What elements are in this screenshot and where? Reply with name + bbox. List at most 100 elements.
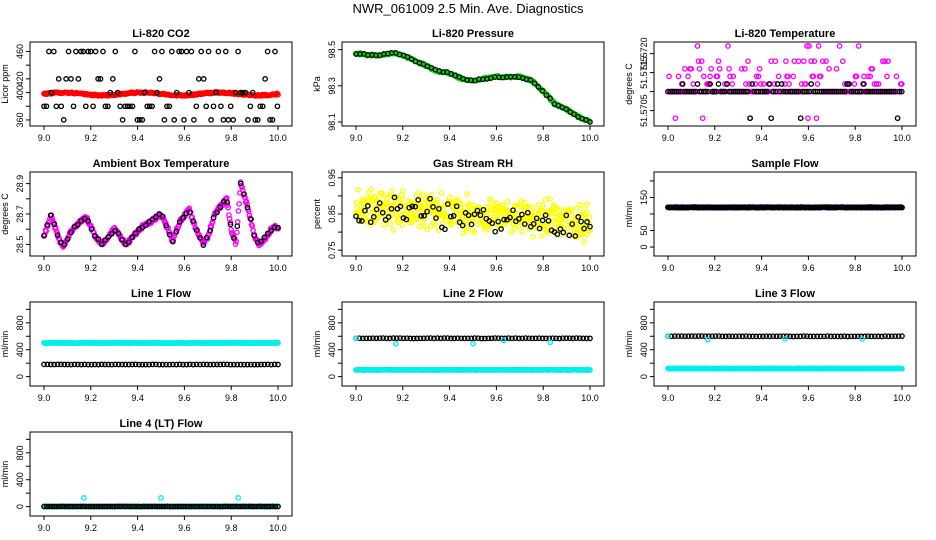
data-point-diagnostic — [200, 361, 207, 368]
data-point-diagnostic — [817, 333, 824, 340]
data-point-average — [865, 73, 871, 80]
data-point-diagnostic — [186, 361, 193, 368]
data-point-diagnostic — [214, 209, 220, 216]
data-point-diagnostic — [507, 214, 513, 221]
data-point-diagnostic — [573, 335, 580, 341]
data-point-average — [415, 189, 422, 196]
data-point-diagnostic — [95, 236, 102, 243]
data-point-average — [808, 58, 815, 65]
data-point-diagnostic — [851, 333, 858, 340]
data-point-diagnostic — [373, 335, 380, 342]
data-point-diagnostic — [560, 229, 567, 236]
data-point-average — [785, 73, 791, 80]
data-point-diagnostic — [138, 503, 145, 510]
data-point-diagnostic — [102, 237, 108, 243]
data-point-diagnostic — [49, 503, 55, 510]
x-tick-label: 9.2 — [709, 263, 722, 273]
data-point-diagnostic — [763, 333, 770, 340]
data-point-diagnostic — [142, 222, 149, 229]
data-point-diagnostic — [58, 103, 65, 110]
data-point-average — [495, 212, 502, 219]
data-point-diagnostic — [430, 204, 436, 210]
data-point-diagnostic — [68, 229, 74, 236]
data-point-diagnostic — [235, 48, 241, 55]
data-point-average — [729, 81, 736, 87]
data-point-diagnostic — [153, 214, 159, 220]
data-point-diagnostic — [80, 503, 87, 510]
data-point-diagnostic — [61, 241, 68, 248]
data-point-diagnostic — [433, 215, 439, 221]
data-point-diagnostic — [861, 81, 867, 87]
data-point-diagnostic — [393, 335, 400, 342]
data-point-diagnostic — [453, 203, 460, 210]
data-point-diagnostic — [242, 89, 249, 96]
data-point-diagnostic — [234, 223, 241, 230]
data-point-diagnostic — [444, 201, 451, 207]
data-point-diagnostic — [488, 335, 495, 342]
data-point-diagnostic — [133, 503, 139, 510]
x-tick-label: 9.6 — [802, 263, 815, 273]
data-point-diagnostic — [509, 335, 515, 342]
data-point-diagnostic — [218, 103, 224, 110]
data-point-diagnostic — [154, 503, 160, 510]
data-point-diagnostic — [176, 219, 183, 225]
data-point-diagnostic — [210, 103, 217, 110]
data-point-diagnostic — [75, 221, 81, 228]
data-point-diagnostic — [736, 333, 743, 340]
chart-panel-1: Li-820 CO2 Licor ppm 9.0 9.2 9.4 9.6 9.8 10.0 36… — [0, 28, 293, 143]
data-point-diagnostic — [268, 227, 275, 234]
data-point-diagnostic — [790, 333, 797, 340]
data-point-diagnostic — [773, 333, 780, 340]
data-point-diagnostic — [172, 503, 179, 510]
data-point-average — [810, 73, 817, 80]
data-point-diagnostic — [115, 361, 122, 368]
data-point-diagnostic — [148, 503, 155, 510]
chart-panel-7: Line 1 Flow ml/min 9.0 9.2 9.4 9.6 9.8 10.0 0 400… — [0, 288, 293, 403]
data-point-diagnostic — [173, 361, 180, 368]
data-point-diagnostic — [407, 335, 414, 342]
data-point-diagnostic — [793, 88, 800, 95]
data-point-diagnostic — [359, 335, 366, 342]
data-point-diagnostic — [254, 117, 261, 123]
data-point-diagnostic — [804, 88, 810, 95]
chart-panel-9: Line 3 Flow ml/min 9.0 9.2 9.4 9.6 9.8 10.0 0 400… — [624, 288, 917, 403]
data-point-diagnostic — [262, 503, 268, 510]
data-point-average — [771, 81, 778, 87]
data-point-diagnostic — [418, 213, 425, 219]
data-point-diagnostic — [719, 88, 726, 95]
data-point-diagnostic — [403, 216, 410, 223]
data-point-diagnostic — [108, 230, 115, 237]
data-point-diagnostic — [114, 503, 121, 510]
data-point-diagnostic — [217, 361, 224, 368]
data-point-diagnostic — [193, 227, 200, 234]
data-point-diagnostic — [193, 361, 200, 368]
data-point-diagnostic — [709, 333, 715, 340]
data-point-average — [413, 216, 420, 223]
data-point-average — [672, 115, 679, 122]
data-point-diagnostic — [151, 503, 158, 510]
plot-frame — [653, 171, 917, 257]
data-point-average — [435, 227, 442, 234]
data-point-diagnostic — [64, 361, 71, 368]
data-point-diagnostic — [88, 361, 95, 368]
x-tick-label: 10.0 — [893, 393, 911, 403]
data-point-diagnostic — [135, 503, 142, 510]
data-point-average — [696, 65, 703, 72]
y-axis-label: ml/min — [624, 331, 634, 358]
data-point-diagnostic — [549, 335, 556, 342]
data-point-diagnostic — [254, 239, 261, 246]
data-point-average — [805, 115, 811, 122]
data-point-diagnostic — [267, 503, 273, 510]
x-tick-label: 9.0 — [662, 133, 675, 143]
data-point-diagnostic — [208, 117, 214, 123]
data-point-diagnostic — [363, 335, 370, 342]
data-point-diagnostic — [156, 76, 163, 82]
data-point-diagnostic — [183, 361, 190, 368]
data-point-diagnostic — [219, 503, 226, 510]
data-point-average — [573, 205, 580, 212]
data-point-diagnostic — [185, 503, 192, 510]
y-tick-label: 400 — [327, 342, 337, 357]
data-point-diagnostic — [54, 361, 61, 368]
data-point-average — [463, 228, 470, 235]
x-tick-label: 9.8 — [225, 523, 238, 533]
